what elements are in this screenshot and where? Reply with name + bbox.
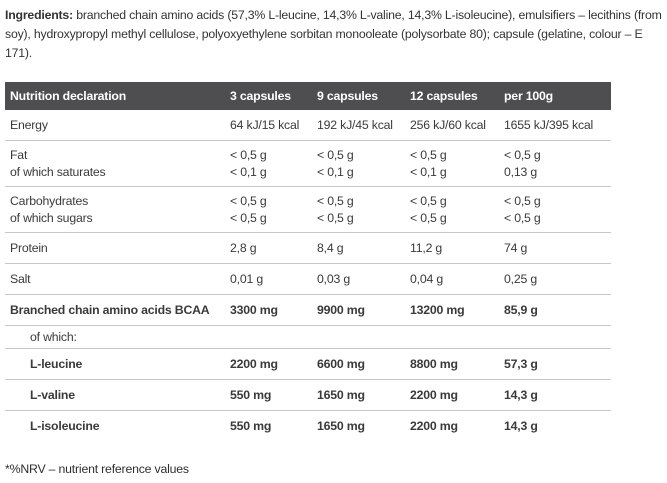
ingredients-paragraph: Ingredients: branched chain amino acids … xyxy=(5,6,663,63)
header-cell-12-capsules: 12 capsules xyxy=(410,89,478,103)
table-row: Salt 0,01 g 0,03 g 0,04 g 0,25 g xyxy=(5,264,611,295)
row-value: 256 kJ/60 kcal xyxy=(410,118,486,132)
row-label: Salt xyxy=(10,272,31,286)
row-value: 14,3 g xyxy=(504,419,538,433)
row-value: 2200 mg xyxy=(410,419,458,433)
row-value: 0,04 g xyxy=(410,272,443,286)
row-sub-value: < 0,1 g xyxy=(410,165,447,179)
row-sub-value: < 0,5 g xyxy=(410,211,447,225)
row-value: 2200 mg xyxy=(230,357,278,371)
row-value: 8,4 g xyxy=(317,241,344,255)
header-cell-nutrition-declaration: Nutrition declaration xyxy=(10,89,127,103)
row-sub-value: < 0,5 g xyxy=(230,211,267,225)
row-value: 14,3 g xyxy=(504,388,538,402)
row-label: Energy xyxy=(10,118,48,132)
row-sub-label: of which saturates xyxy=(10,165,106,179)
row-value: 192 kJ/45 kcal xyxy=(317,118,393,132)
table-header-row: Nutrition declaration 3 capsules 9 capsu… xyxy=(5,82,611,110)
row-value: 550 mg xyxy=(230,388,272,402)
row-sub-label: of which sugars xyxy=(10,211,93,225)
row-value: < 0,5 g < 0,5 g xyxy=(410,193,504,226)
row-value: 1650 mg xyxy=(317,388,365,402)
table-row: Protein 2,8 g 8,4 g 11,2 g 74 g xyxy=(5,233,611,264)
row-sub-value: < 0,1 g xyxy=(230,165,267,179)
row-value: 2,8 g xyxy=(230,241,257,255)
row-value: 13200 mg xyxy=(410,303,465,317)
row-value: 3300 mg xyxy=(230,303,278,317)
row-value: 11,2 g xyxy=(410,241,443,255)
row-sub-value: 0,13 g xyxy=(504,165,537,179)
table-row: Energy 64 kJ/15 kcal 192 kJ/45 kcal 256 kJ/… xyxy=(5,110,611,141)
table-row: Carbohydrates of which sugars < 0,5 g < 0,5… xyxy=(5,187,611,233)
ingredients-text: branched chain amino acids (57,3% L-leuc… xyxy=(5,8,662,60)
row-value: 74 g xyxy=(504,241,528,255)
row-label: Protein xyxy=(10,241,48,255)
table-row: L-valine 550 mg 1650 mg 2200 mg 14,3 g xyxy=(5,380,611,411)
table-row: L-leucine 2200 mg 6600 mg 8800 mg 57,3 g xyxy=(5,349,611,380)
table-body: Energy 64 kJ/15 kcal 192 kJ/45 kcal 256 kJ/… xyxy=(5,110,611,441)
row-value: 1655 kJ/395 kcal xyxy=(504,118,594,132)
row-value: < 0,5 g < 0,1 g xyxy=(317,147,410,180)
row-label: L-valine xyxy=(30,388,75,402)
row-value: 6600 mg xyxy=(317,357,365,371)
row-value: 1650 mg xyxy=(317,419,365,433)
row-sub-value: < 0,5 g xyxy=(317,211,354,225)
row-sub-value: < 0,5 g xyxy=(504,211,541,225)
row-label: L-leucine xyxy=(30,357,83,371)
table-row: Fat of which saturates < 0,5 g < 0,1 g < 0,5… xyxy=(5,141,611,187)
row-value: 2200 mg xyxy=(410,388,458,402)
row-value: 0,25 g xyxy=(504,272,537,286)
table-row: Branched chain amino acids BCAA 3300 mg 99… xyxy=(5,295,611,326)
row-value: 0,01 g xyxy=(230,272,263,286)
row-value: 85,9 g xyxy=(504,303,538,317)
header-cell-per-100g: per 100g xyxy=(504,89,553,103)
nrv-footnote: *%NRV – nutrient reference values xyxy=(5,462,189,476)
row-label: Carbohydrates of which sugars xyxy=(5,193,230,226)
header-cell-9-capsules: 9 capsules xyxy=(317,89,378,103)
header-cell-3-capsules: 3 capsules xyxy=(230,89,291,103)
row-value: < 0,5 g 0,13 g xyxy=(504,147,611,180)
row-value: < 0,5 g < 0,5 g xyxy=(504,193,611,226)
row-value: 64 kJ/15 kcal xyxy=(230,118,300,132)
row-label: Branched chain amino acids BCAA xyxy=(10,303,210,317)
row-sub-value: < 0,1 g xyxy=(317,165,354,179)
row-value: 550 mg xyxy=(230,419,272,433)
row-value: 9900 mg xyxy=(317,303,365,317)
row-label: L-isoleucine xyxy=(30,419,100,433)
row-label: Fat of which saturates xyxy=(5,147,230,180)
row-value: < 0,5 g < 0,1 g xyxy=(230,147,317,180)
row-label: of which: xyxy=(30,330,77,344)
ingredients-label: Ingredients: xyxy=(5,8,73,22)
row-value: 8800 mg xyxy=(410,357,458,371)
table-row: of which: xyxy=(5,326,611,349)
nutrition-table: Nutrition declaration 3 capsules 9 capsu… xyxy=(5,82,611,441)
table-row: L-isoleucine 550 mg 1650 mg 2200 mg 14,3 g xyxy=(5,411,611,441)
row-value: < 0,5 g < 0,5 g xyxy=(230,193,317,226)
row-value: < 0,5 g < 0,5 g xyxy=(317,193,410,226)
row-value: 57,3 g xyxy=(504,357,538,371)
row-value: < 0,5 g < 0,1 g xyxy=(410,147,504,180)
row-value: 0,03 g xyxy=(317,272,350,286)
